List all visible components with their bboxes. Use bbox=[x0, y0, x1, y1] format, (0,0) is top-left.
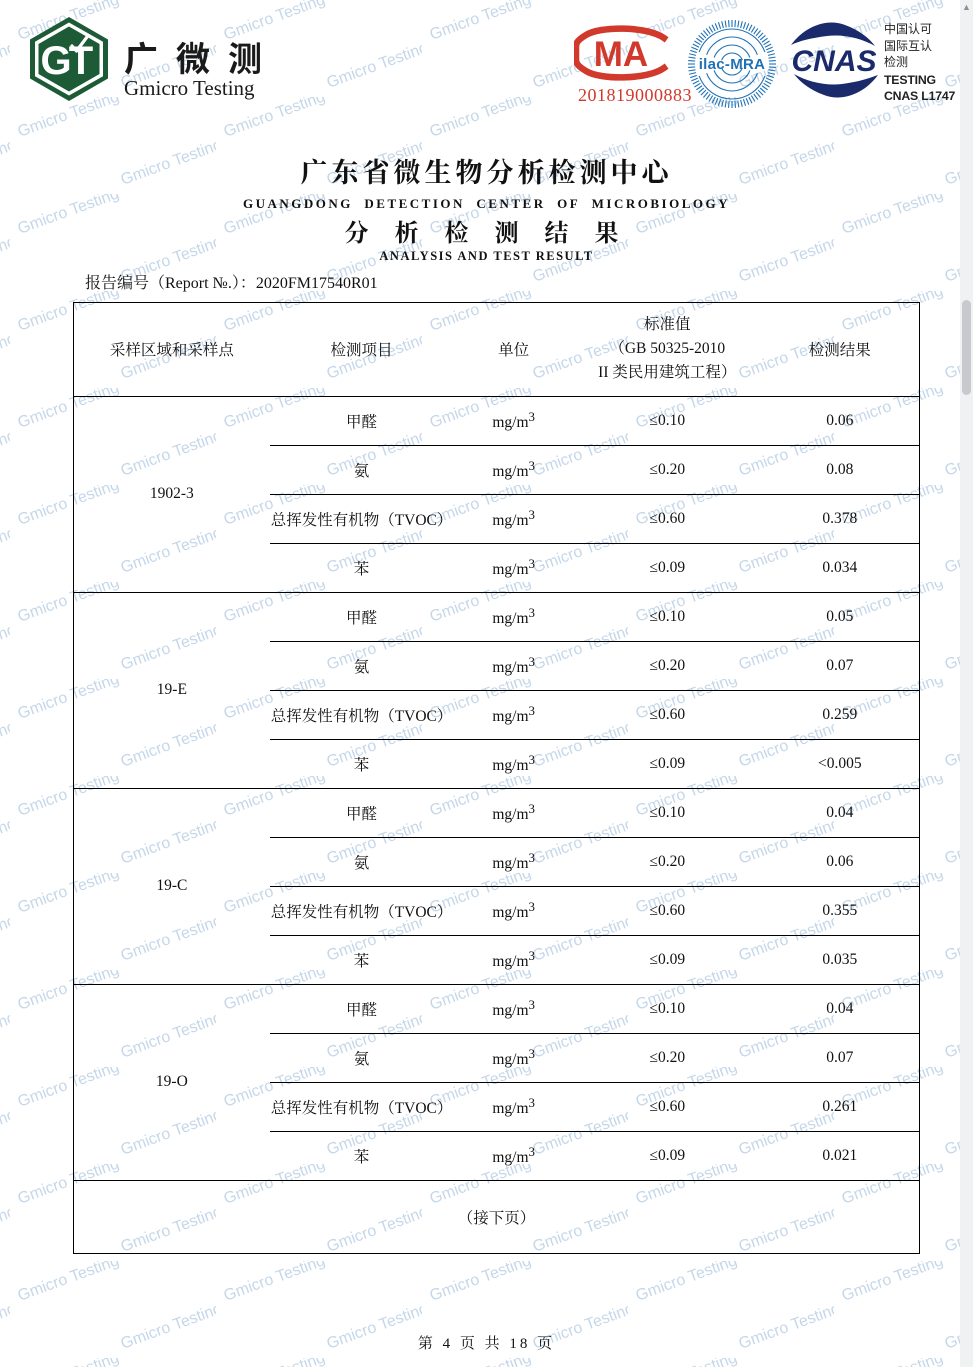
svg-text:G: G bbox=[40, 39, 71, 83]
svg-text:ilac-MRA: ilac-MRA bbox=[699, 56, 766, 73]
svg-text:MA: MA bbox=[594, 35, 648, 74]
svg-text:CNAS: CNAS bbox=[791, 45, 876, 78]
